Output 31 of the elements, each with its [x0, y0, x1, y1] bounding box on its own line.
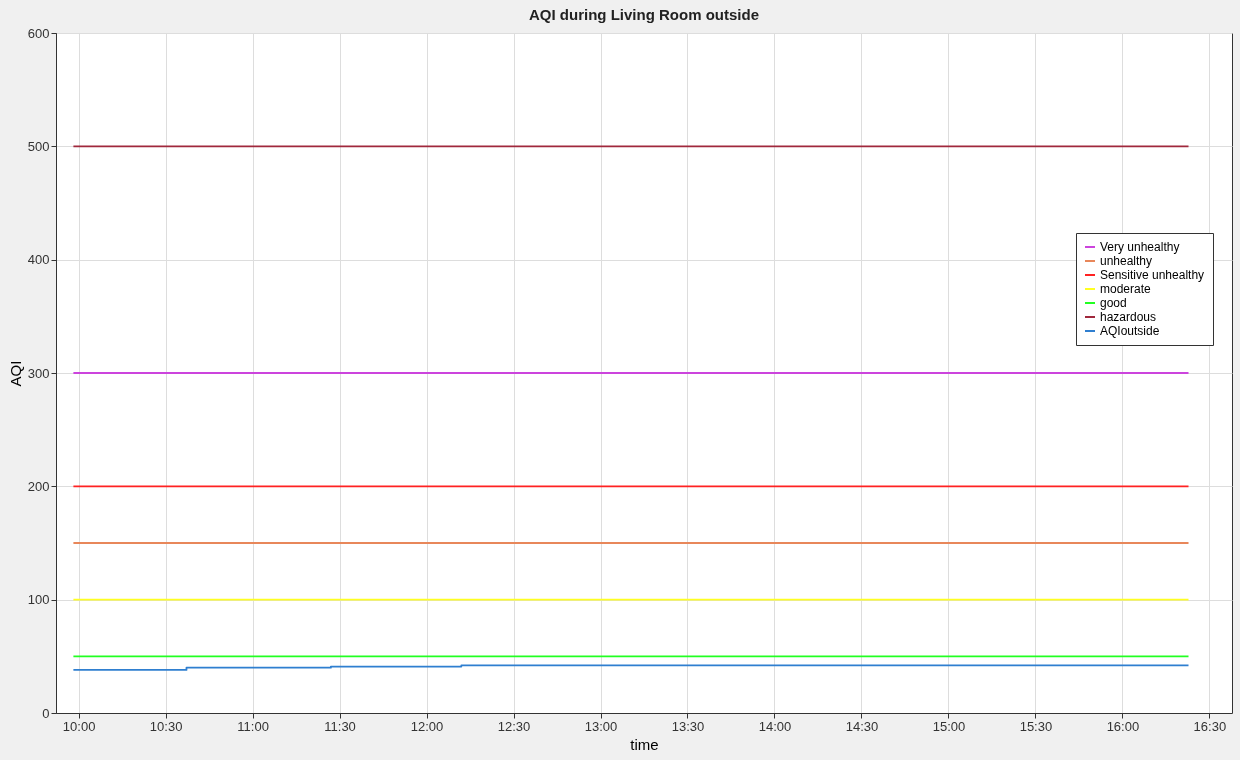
y-axis-title: AQI [6, 360, 24, 387]
legend-label: hazardous [1100, 310, 1157, 324]
legend-label: Very unhealthy [1100, 240, 1180, 254]
x-tick-label: 11:30 [324, 718, 356, 734]
y-tick-label: 0 [42, 705, 50, 721]
x-tick-label: 15:30 [1019, 718, 1053, 734]
x-tick-label: 14:30 [845, 718, 879, 734]
legend-label: unhealthy [1100, 254, 1153, 268]
x-tick-label: 13:30 [671, 718, 705, 734]
legend-label: good [1100, 296, 1127, 310]
x-tick-label: 10:00 [62, 718, 96, 734]
legend-label: AQIoutside [1100, 324, 1160, 338]
y-tick-label: 600 [27, 25, 50, 41]
x-tick-label: 12:00 [410, 718, 444, 734]
x-tick-label: 15:00 [932, 718, 966, 734]
x-axis-title: time [630, 735, 659, 753]
y-tick-label: 200 [27, 478, 50, 494]
y-tick-label: 400 [27, 252, 50, 268]
legend-label: moderate [1100, 282, 1152, 296]
legend-label: Sensitive unhealthy [1100, 268, 1205, 282]
x-tick-label: 12:30 [497, 718, 531, 734]
x-tick-label: 16:30 [1193, 718, 1227, 734]
x-tick-label: 10:30 [149, 718, 183, 734]
x-tick-label: 13:00 [584, 718, 618, 734]
y-tick-label: 100 [27, 592, 50, 608]
x-tick-label: 11:00 [237, 718, 269, 734]
x-tick-label: 14:00 [758, 718, 792, 734]
chart-title: AQI during Living Room outside [529, 6, 759, 23]
x-tick-label: 16:00 [1106, 718, 1140, 734]
y-tick-label: 500 [27, 138, 50, 154]
y-tick-label: 300 [27, 365, 50, 381]
